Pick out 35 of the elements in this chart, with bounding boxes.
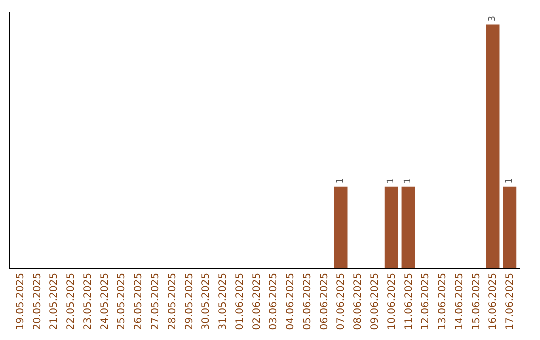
x-tick-label: 27.05.2025 [150,273,162,330]
data-label: 1 [504,178,515,184]
x-tick-label: 04.06.2025 [286,273,297,330]
x-tick-label: 02.06.2025 [252,273,263,330]
x-tick-label: 17.06.2025 [505,273,516,330]
x-tick-label: 25.05.2025 [116,273,128,330]
x-tick-label: 03.06.2025 [268,273,280,330]
x-tick-label: 22.05.2025 [66,273,78,330]
data-label: 3 [488,16,498,22]
x-tick-label: 13.06.2025 [438,273,449,330]
x-tick-label: 28.05.2025 [167,273,178,330]
x-tick-label: 24.05.2025 [100,273,111,330]
x-tick-label: 08.06.2025 [353,273,364,330]
data-label: 1 [336,178,346,184]
x-tick-label: 05.06.2025 [302,273,314,330]
x-tick-label: 23.05.2025 [82,273,94,330]
x-tick-label: 14.06.2025 [454,273,466,330]
x-tick-label: 19.05.2025 [15,273,26,330]
x-tick-label: 09.06.2025 [370,273,382,330]
x-tick-label: 21.05.2025 [49,273,60,330]
x-tick-label: 11.06.2025 [404,273,415,330]
x-tick-label: 29.05.2025 [184,273,196,330]
x-tick-label: 12.06.2025 [420,273,432,330]
x-tick-label: 07.06.2025 [336,273,348,330]
x-tick-label: 10.06.2025 [386,273,398,330]
x-tick-label: 26.05.2025 [134,273,145,330]
x-tick-label: 20.05.2025 [32,273,44,330]
x-tick-label: 30.05.2025 [201,273,212,330]
x-tick-label: 01.06.2025 [234,273,246,330]
x-tick-label: 16.06.2025 [488,273,500,330]
x-tick-label: 15.06.2025 [471,273,482,330]
data-label: 1 [386,178,397,184]
data-label: 1 [404,178,414,184]
x-tick-label: 31.05.2025 [218,273,230,330]
x-tick-label: 06.06.2025 [319,273,330,330]
